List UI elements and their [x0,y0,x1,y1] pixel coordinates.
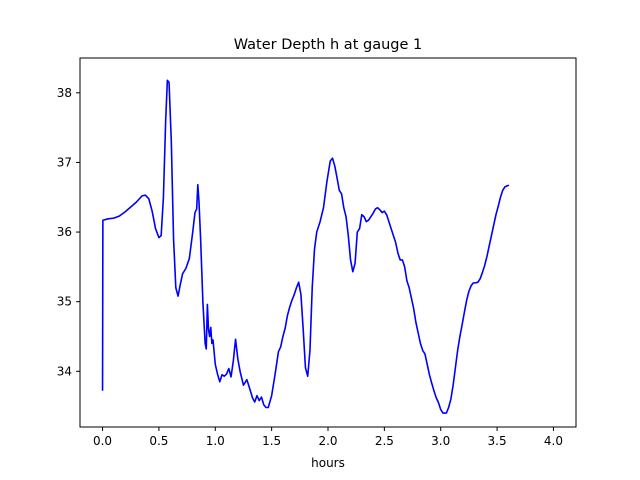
y-tick-label: 38 [57,86,72,100]
x-tick-label: 0.0 [93,434,112,448]
x-tick-label: 2.5 [375,434,394,448]
y-tick-label: 34 [57,364,72,378]
y-tick-label: 35 [57,295,72,309]
x-tick-label: 0.5 [149,434,168,448]
x-tick-label: 3.0 [431,434,450,448]
x-axis-ticks: 0.0 0.5 1.0 1.5 2.0 2.5 3.0 3.5 4.0 [93,427,563,448]
y-axis-ticks: 34 35 36 37 38 [57,86,80,378]
x-axis-label: hours [311,456,345,470]
y-tick-label: 36 [57,225,72,239]
chart-title: Water Depth h at gauge 1 [234,37,422,53]
series-line [101,79,510,414]
y-tick-label: 37 [57,155,72,169]
x-tick-label: 2.0 [318,434,337,448]
series-layer [101,79,510,414]
x-tick-label: 1.0 [206,434,225,448]
x-tick-label: 4.0 [544,434,563,448]
x-tick-label: 1.5 [262,434,281,448]
x-tick-label: 3.5 [488,434,507,448]
